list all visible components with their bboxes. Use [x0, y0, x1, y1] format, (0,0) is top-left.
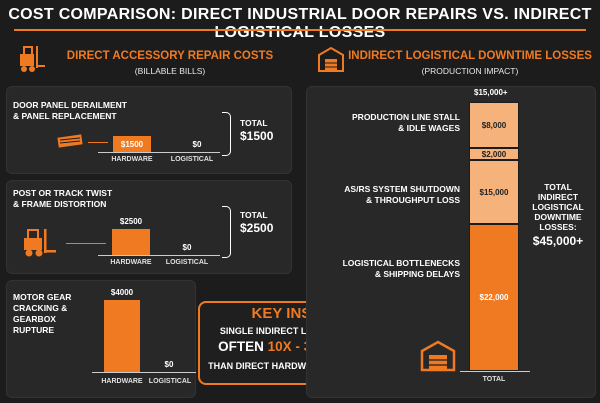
panel-1-title: DOOR PANEL DERAILMENT & PANEL REPLACEMEN…: [13, 100, 173, 122]
warehouse-icon: [318, 46, 344, 72]
segment-desc-production-line1: PRODUCTION LINE STALL: [352, 112, 460, 122]
panel-3-title-line4: RUPTURE: [13, 325, 55, 335]
panel-1-brace: [222, 112, 231, 156]
panel-1-title-line1: DOOR PANEL DERAILMENT: [13, 100, 127, 110]
panel-2-axis: [98, 255, 220, 256]
stack-segment-production-label: $8,000: [481, 120, 507, 130]
panel-3-value-hardware: $4000: [110, 288, 134, 297]
stack-segment-logistics-label: $22,000: [479, 293, 509, 302]
panel-1-axis: [98, 152, 220, 153]
panel-3-title-line1: MOTOR GEAR: [13, 292, 72, 302]
segment-desc-logistics: LOGISTICAL BOTTLENECKS & SHIPPING DELAYS: [330, 258, 460, 280]
repair-panel-3: [6, 280, 196, 398]
panel-2-total-value: $2500: [240, 221, 274, 235]
panel-1-connector: [88, 142, 108, 143]
right-total-line1: TOTAL: [544, 182, 572, 192]
stacked-bar: $8,000 $2,000 $15,000 $22,000: [469, 102, 519, 371]
panel-2-value-logistical: $0: [182, 243, 192, 252]
segment-desc-asrs: AS/RS SYSTEM SHUTDOWN & THROUGHPUT LOSS: [330, 184, 460, 206]
key-insight-line2-prefix: OFTEN: [218, 339, 268, 354]
panel-1-total-value: $1500: [240, 129, 274, 143]
right-total-line5: LOSSES:: [539, 222, 577, 232]
page-title: COST COMPARISON: DIRECT INDUSTRIAL DOOR …: [8, 6, 592, 41]
panel-1-value-logistical: $0: [192, 140, 202, 149]
right-section-title: INDIRECT LOGISTICAL DOWNTIME LOSSES: [348, 50, 592, 62]
forklift-icon: [20, 226, 60, 258]
right-total-value: $45,000+: [532, 234, 584, 248]
stack-segment-other-label: $2,000: [481, 149, 507, 159]
panel-3-value-logistical: $0: [164, 360, 174, 369]
forklift-icon: [18, 44, 46, 74]
stack-axis: [460, 371, 530, 372]
stack-segment-logistics: $22,000: [469, 224, 519, 371]
left-section-title: DIRECT ACCESSORY REPAIR COSTS: [66, 50, 274, 62]
downtime-panel: [306, 86, 596, 398]
panel-1-xlabel-hardware: HARDWARE: [111, 156, 153, 163]
segment-desc-asrs-line2: & THROUGHPUT LOSS: [366, 195, 460, 205]
door-panel-icon: [56, 134, 86, 150]
panel-1-bar-hardware: [113, 136, 151, 152]
right-total-label: TOTAL INDIRECT LOGISTICAL DOWNTIME LOSSE…: [524, 182, 592, 232]
repair-panel-1: [6, 86, 292, 174]
panel-2-xlabel-hardware: HARDWARE: [110, 259, 152, 266]
panel-3-title-line2: CRACKING &: [13, 303, 68, 313]
stack-segment-asrs: $15,000: [469, 160, 519, 224]
repair-panel-2: [6, 180, 292, 274]
segment-desc-production: PRODUCTION LINE STALL & IDLE WAGES: [330, 112, 460, 134]
panel-2-connector: [66, 243, 106, 244]
panel-2-xlabel-logistical: LOGISTICAL: [165, 259, 209, 266]
segment-desc-logistics-line1: LOGISTICAL BOTTLENECKS: [342, 258, 460, 268]
panel-1-value-hardware: $1500: [120, 140, 144, 149]
panel-3-title: MOTOR GEAR CRACKING & GEARBOX RUPTURE: [13, 292, 93, 336]
stack-xlabel: TOTAL: [482, 376, 506, 383]
key-insight-line3: THAN DIRECT HARDWARE REPAIR COSTS: [208, 361, 394, 371]
panel-2-title-line2: & FRAME DISTORTION: [13, 199, 107, 209]
segment-desc-logistics-line2: & SHIPPING DELAYS: [374, 269, 460, 279]
stack-segment-production: $8,000: [469, 102, 519, 148]
segment-desc-asrs-line1: AS/RS SYSTEM SHUTDOWN: [344, 184, 460, 194]
panel-2-value-hardware: $2500: [119, 217, 143, 226]
panel-2-bar-hardware: [112, 229, 150, 255]
panel-3-xlabel-logistical: LOGISTICAL: [148, 378, 192, 385]
stack-segment-other: $2,000: [469, 148, 519, 160]
right-section-subtitle: (PRODUCTION IMPACT): [421, 66, 519, 76]
right-total-line4: DOWNTIME: [534, 212, 582, 222]
left-section-subtitle: (BILLABLE BILLS): [134, 66, 206, 76]
panel-1-total-label: TOTAL: [240, 118, 268, 128]
panel-3-bar-hardware: [104, 300, 140, 372]
key-insight-line1: SINGLE INDIRECT LOGISTICAL LOSS: [219, 326, 383, 336]
right-total-line2: INDIRECT: [537, 192, 579, 202]
panel-3-axis: [92, 372, 196, 373]
panel-2-title-line1: POST OR TRACK TWIST: [13, 188, 113, 198]
panel-2-brace: [222, 206, 231, 258]
stack-segment-asrs-label: $15,000: [479, 187, 509, 197]
panel-2-title: POST OR TRACK TWIST & FRAME DISTORTION: [13, 188, 173, 210]
title-divider: [14, 29, 586, 31]
panel-3-title-line3: GEARBOX: [13, 314, 56, 324]
right-total-line3: LOGISTICAL: [532, 202, 584, 212]
panel-3-xlabel-hardware: HARDWARE: [101, 378, 143, 385]
panel-2-total-label: TOTAL: [240, 210, 268, 220]
warehouse-icon: [420, 340, 456, 372]
panel-1-xlabel-logistical: LOGISTICAL: [170, 156, 214, 163]
panel-1-title-line2: & PANEL REPLACEMENT: [13, 111, 117, 121]
segment-desc-production-line2: & IDLE WAGES: [398, 123, 460, 133]
stack-top-label: $15,000+: [474, 88, 508, 97]
